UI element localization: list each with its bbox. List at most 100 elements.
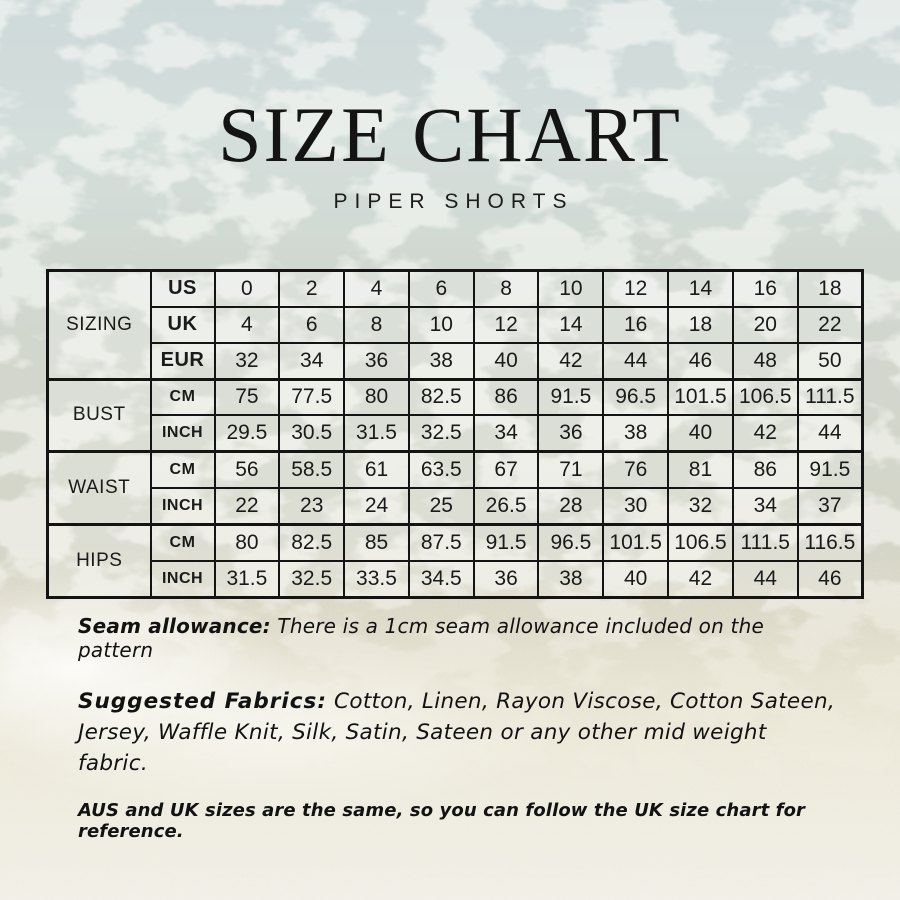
size-value-cell: 71 [537,450,605,490]
row-group-label-sizing: SIZING [46,269,152,381]
size-value-cell: 4 [343,269,410,308]
unit-label: US [149,269,216,308]
unit-label: EUR [149,341,216,381]
row-group-label-waist: WAIST [46,450,152,526]
size-value-cell: 31.5 [343,414,410,453]
size-value-cell: 23 [278,487,346,526]
notes-section: Seam allowance: There is a 1cm seam allo… [78,614,840,842]
size-table-body: SIZING US 0 2 4 6 8 10 12 14 16 18 UK 4 6 8 10 12 14 16 18 20… [46,269,864,599]
size-value-cell: 29.5 [213,414,281,453]
seam-allowance-note: Seam allowance: There is a 1cm seam allo… [78,614,840,662]
size-value-cell: 61 [343,450,410,490]
unit-label: INCH [149,487,216,526]
size-value-cell: 77.5 [278,377,346,417]
size-value-cell: 8 [343,305,410,344]
size-value-cell: 85 [343,523,410,563]
table-row-sizing-uk: UK 4 6 8 10 12 14 16 18 20 22 [48,305,864,344]
page-subtitle: PIPER SHORTS [333,190,574,213]
size-value-cell: 37 [796,487,864,526]
size-value-cell: 14 [667,269,734,308]
size-value-cell: 106.5 [731,377,799,417]
size-value-cell: 30.5 [278,414,346,453]
size-value-cell: 20 [731,305,799,344]
seam-allowance-label: Seam allowance: [78,614,271,638]
size-value-cell: 32.5 [278,560,346,599]
size-value-cell: 31.5 [213,560,281,599]
size-value-cell: 6 [407,269,475,308]
suggested-fabrics-label: Suggested Fabrics: [78,689,327,714]
size-value-cell: 91.5 [537,377,605,417]
table-row-sizing-eur: EUR 32 34 36 38 40 42 44 46 48 50 [48,341,864,381]
size-value-cell: 16 [731,269,799,308]
size-value-cell: 26.5 [472,487,540,526]
size-value-cell: 4 [213,305,281,344]
unit-label: INCH [149,560,216,599]
table-row-sizing-us: SIZING US 0 2 4 6 8 10 12 14 16 18 [46,269,864,381]
size-value-cell: 32 [213,341,281,381]
size-value-cell: 36 [537,414,605,453]
size-value-cell: 12 [602,269,670,308]
size-value-cell: 32 [667,487,734,526]
size-value-cell: 40 [602,560,670,599]
page-title: SIZE CHART [218,91,682,178]
size-value-cell: 80 [343,377,410,417]
table-row-waist-cm: WAIST CM 56 58.5 61 63.5 67 71 76 81 86 91.5 [46,450,864,526]
size-value-cell: 111.5 [731,523,799,563]
size-value-cell: 111.5 [796,377,864,417]
size-value-cell: 22 [213,487,281,526]
size-value-cell: 28 [537,487,605,526]
size-value-cell: 91.5 [472,523,540,563]
size-value-cell: 46 [667,341,734,381]
size-value-cell: 36 [343,341,410,381]
size-value-cell: 96.5 [537,523,605,563]
size-value-cell: 106.5 [667,523,734,563]
size-value-cell: 76 [602,450,670,490]
size-value-cell: 32.5 [407,414,475,453]
size-value-cell: 34 [472,414,540,453]
size-value-cell: 48 [731,341,799,381]
size-value-cell: 80 [213,523,281,563]
size-value-cell: 81 [667,450,734,490]
size-value-cell: 86 [731,450,799,490]
size-value-cell: 16 [602,305,670,344]
size-value-cell: 0 [213,269,281,308]
table-row-bust-cm: BUST CM 75 77.5 80 82.5 86 91.5 96.5 101.5 106.5 11… [46,377,864,453]
size-value-cell: 50 [796,341,864,381]
unit-label: INCH [149,414,216,453]
size-value-cell: 116.5 [796,523,864,563]
size-value-cell: 42 [667,560,734,599]
size-value-cell: 10 [407,305,475,344]
size-value-cell: 18 [667,305,734,344]
size-value-cell: 40 [667,414,734,453]
size-value-cell: 42 [537,341,605,381]
table-row-hips-inch: INCH 31.5 32.5 33.5 34.5 36 38 40 42 44 46 [48,560,864,599]
size-value-cell: 2 [278,269,346,308]
size-value-cell: 34 [731,487,799,526]
size-value-cell: 101.5 [667,377,734,417]
suggested-fabrics-note: Suggested Fabrics: Cotton, Linen, Rayon … [78,686,840,780]
size-value-cell: 86 [472,377,540,417]
size-value-cell: 44 [731,560,799,599]
size-value-cell: 36 [472,560,540,599]
row-group-label-hips: HIPS [46,523,152,599]
size-value-cell: 91.5 [796,450,864,490]
size-value-cell: 96.5 [602,377,670,417]
size-value-cell: 38 [537,560,605,599]
unit-label: CM [149,523,216,563]
size-value-cell: 12 [472,305,540,344]
size-value-cell: 34.5 [407,560,475,599]
size-value-cell: 38 [407,341,475,381]
table-row-waist-inch: INCH 22 23 24 25 26.5 28 30 32 34 37 [48,487,864,526]
size-value-cell: 22 [796,305,864,344]
size-value-cell: 63.5 [407,450,475,490]
size-value-cell: 34 [278,341,346,381]
size-value-cell: 38 [602,414,670,453]
size-value-cell: 33.5 [343,560,410,599]
size-value-cell: 30 [602,487,670,526]
size-value-cell: 82.5 [278,523,346,563]
size-value-cell: 46 [796,560,864,599]
table-row-hips-cm: HIPS CM 80 82.5 85 87.5 91.5 96.5 101.5 106.5 111.… [46,523,864,599]
size-value-cell: 101.5 [602,523,670,563]
size-value-cell: 58.5 [278,450,346,490]
